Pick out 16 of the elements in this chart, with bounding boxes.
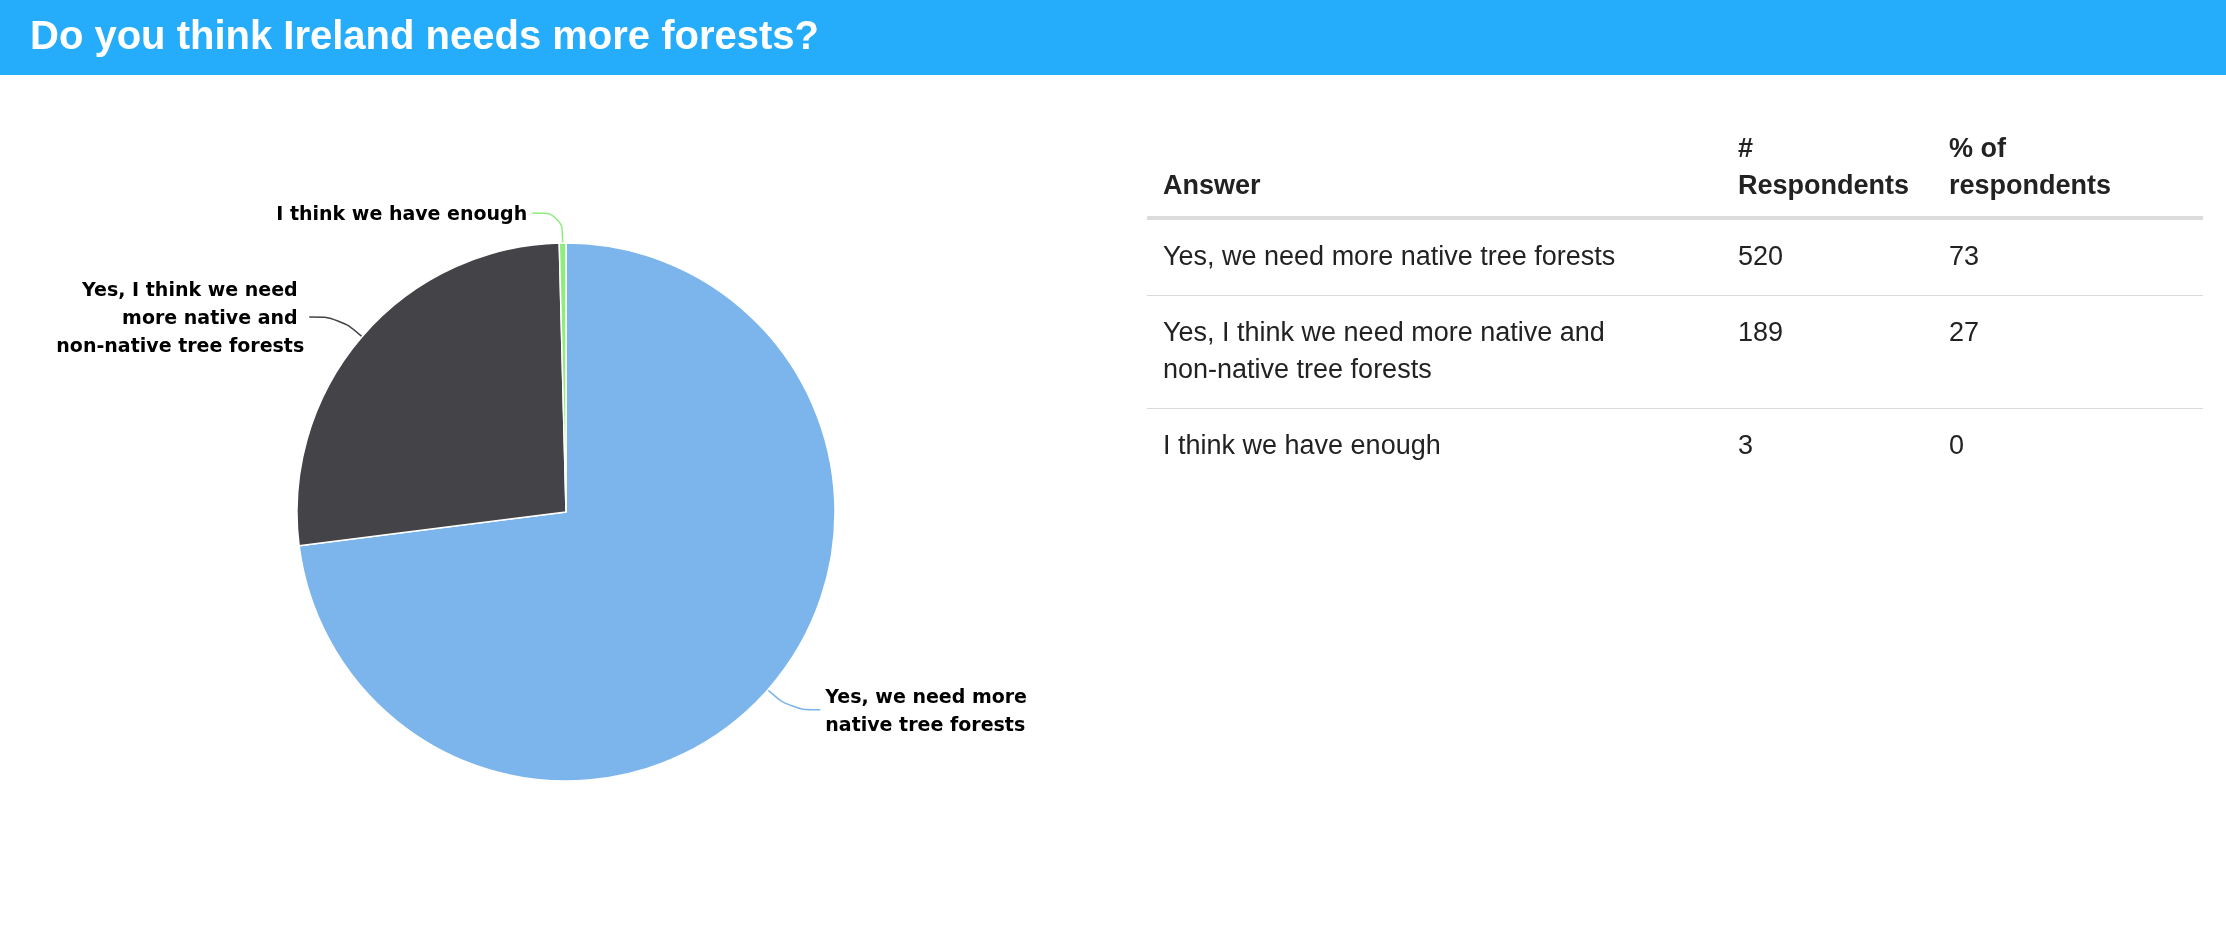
text: Answer bbox=[1147, 122, 1722, 218]
text: # Respondents bbox=[1738, 132, 1911, 202]
data-label: 189 bbox=[1722, 295, 1933, 409]
data-label: 3 bbox=[1737, 429, 1755, 462]
data-label: 73 bbox=[1933, 218, 2203, 296]
slice-label: Yes, I think we need more native and non-native tree forests bbox=[56, 278, 305, 357]
category-label: Yes, I think we need more native and non-native tree forests bbox=[1147, 295, 1722, 409]
category-label: I think we have enough bbox=[1162, 429, 1442, 462]
text: % of respondents bbox=[1949, 132, 2113, 202]
slice-label: Yes, we need more native tree forests bbox=[824, 684, 1034, 735]
slice-label: I think we have enough bbox=[276, 202, 528, 225]
data-label: 0 bbox=[1948, 429, 1966, 462]
category-label: Yes, we need more native tree forests bbox=[1147, 218, 1722, 296]
data-label: 520 bbox=[1722, 218, 1933, 296]
data-label: 27 bbox=[1933, 295, 2203, 409]
chart-title: Do you think Ireland needs more forests? bbox=[30, 12, 820, 59]
